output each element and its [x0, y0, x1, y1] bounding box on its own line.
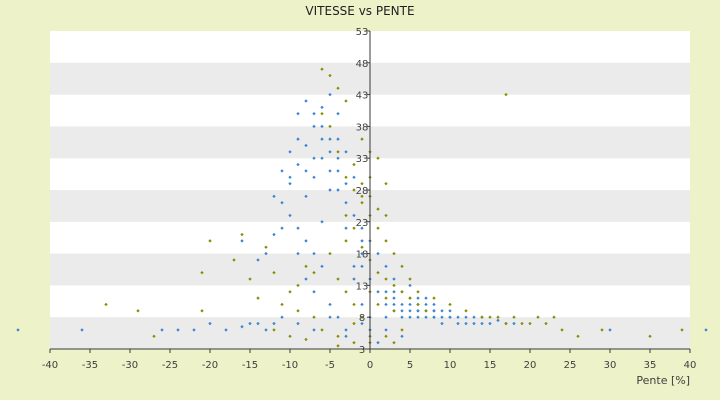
y-tick-label: 53: [356, 27, 369, 38]
y-tick-label: 18: [356, 250, 369, 261]
data-point: [552, 315, 556, 319]
y-tick-label: 28: [356, 186, 369, 197]
data-point: [328, 92, 332, 97]
data-point: [200, 270, 204, 275]
y-tick-label: 23: [356, 218, 369, 229]
y-tick-label: 8: [359, 313, 365, 324]
x-tick-label: 10: [444, 360, 457, 371]
x-tick-label: -25: [162, 360, 178, 371]
data-point: [704, 328, 708, 332]
data-point: [248, 277, 252, 281]
data-point: [576, 334, 580, 338]
x-tick-label: -40: [42, 360, 58, 371]
y-tick-label: 13: [356, 281, 369, 292]
data-point: [512, 321, 516, 326]
data-point: [240, 232, 244, 237]
data-point: [248, 321, 252, 326]
x-tick-label: -10: [282, 360, 298, 371]
data-point: [648, 334, 652, 338]
x-axis-label: Pente [%]: [636, 374, 690, 387]
data-point: [328, 73, 332, 78]
x-axis: -40 -35 -30 -25 -20 -15 -10 -5 0 5 10 15 20 25 30 35 40: [42, 348, 697, 371]
data-point: [240, 325, 244, 329]
x-tick-label: 25: [564, 360, 577, 371]
data-point: [600, 328, 604, 332]
data-point: [176, 328, 180, 332]
data-point: [208, 321, 212, 326]
data-point: [560, 328, 564, 332]
x-tick-label: -30: [122, 360, 138, 371]
y-tick-label: 33: [356, 154, 369, 165]
data-point: [536, 315, 540, 319]
data-point: [304, 99, 308, 103]
data-point: [336, 111, 340, 116]
data-point: [320, 111, 324, 116]
data-point: [224, 328, 228, 332]
x-tick-label: -20: [202, 360, 218, 371]
x-tick-label: 20: [524, 360, 537, 371]
data-point: [680, 328, 684, 332]
data-point: [520, 321, 524, 326]
y-tick-label: 48: [356, 59, 369, 70]
y-tick-label: 43: [356, 91, 369, 102]
x-tick-label: 15: [484, 360, 497, 371]
y-tick-label: 3: [359, 345, 365, 356]
data-point: [336, 86, 340, 90]
x-tick-label: 40: [684, 360, 697, 371]
data-point: [544, 321, 548, 326]
data-point: [608, 328, 612, 332]
data-point: [192, 328, 196, 332]
x-tick-label: -35: [82, 360, 98, 371]
data-point: [296, 111, 300, 116]
data-point: [200, 309, 204, 313]
data-point: [320, 105, 324, 110]
x-tick-label: 30: [604, 360, 617, 371]
x-tick-label: 5: [407, 360, 413, 371]
data-point: [344, 99, 348, 103]
data-point: [312, 111, 316, 116]
x-tick-label: -5: [325, 360, 335, 371]
data-point: [136, 309, 140, 313]
data-point: [16, 328, 20, 332]
x-tick-label: 0: [367, 360, 373, 371]
data-point: [512, 315, 516, 319]
data-point: [528, 321, 532, 326]
y-tick-label: 38: [356, 122, 369, 133]
data-point: [152, 334, 156, 338]
x-tick-label: 35: [644, 360, 657, 371]
data-point: [504, 92, 508, 97]
chart-title: VITESSE vs PENTE: [305, 4, 414, 18]
data-point: [232, 258, 236, 262]
x-tick-label: -15: [242, 360, 258, 371]
data-point: [160, 328, 164, 332]
